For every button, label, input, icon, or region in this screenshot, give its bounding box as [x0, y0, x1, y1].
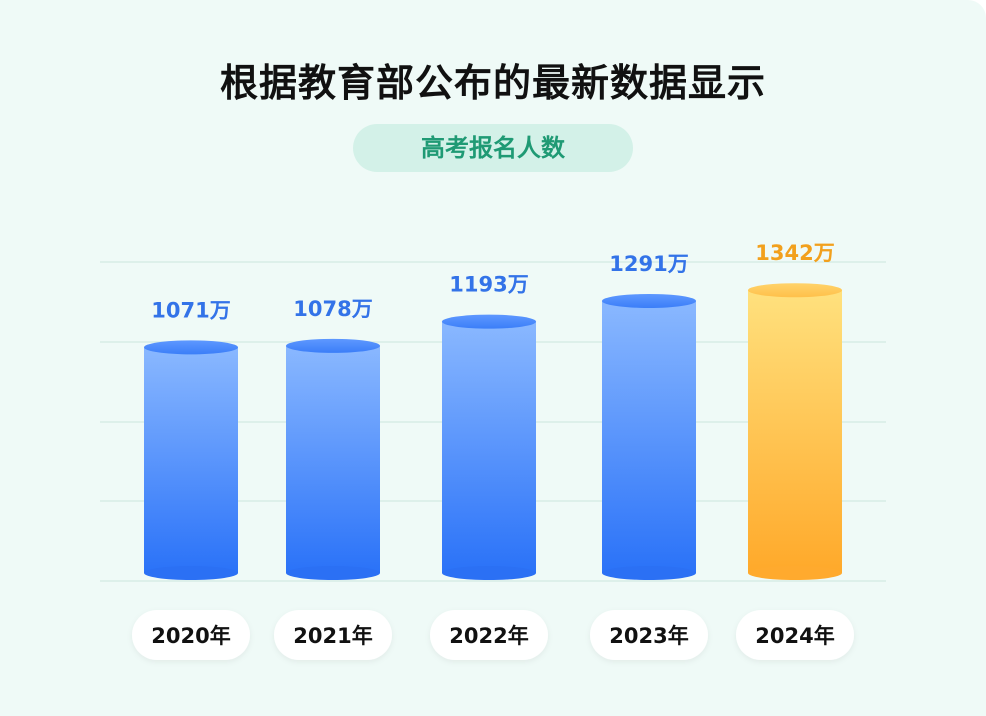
category-pill — [590, 610, 708, 660]
bar-base — [602, 566, 696, 580]
bar-2022年 — [442, 321, 536, 573]
bar-base — [144, 566, 238, 580]
category-label: 2022年 — [449, 624, 528, 648]
category-label: 2021年 — [293, 624, 372, 648]
bar-base — [442, 566, 536, 580]
bar-cap — [286, 338, 380, 353]
category-pill — [274, 610, 392, 660]
value-label: 1071万 — [151, 298, 230, 322]
chart-title: 根据教育部公布的最新数据显示 — [219, 61, 766, 105]
bar-cap — [442, 314, 536, 329]
value-label: 1291万 — [609, 252, 688, 276]
category-label: 2023年 — [609, 624, 688, 648]
value-label: 1078万 — [293, 297, 372, 321]
bar-cap — [602, 293, 696, 308]
value-label: 1342万 — [755, 241, 834, 265]
category-pill — [430, 610, 548, 660]
bar-cap — [144, 340, 238, 355]
subtitle-badge: 高考报名人数 — [353, 124, 633, 172]
category-label: 2024年 — [755, 624, 834, 648]
value-label: 1193万 — [449, 273, 528, 297]
bar-base — [286, 566, 380, 580]
bar-base — [748, 566, 842, 580]
bar-cap — [748, 283, 842, 298]
bar-2024年 — [748, 290, 842, 573]
bar-2023年 — [602, 300, 696, 573]
category-pill — [736, 610, 854, 660]
bar-2021年 — [286, 345, 380, 573]
bar-2020年 — [144, 347, 238, 573]
category-label: 2020年 — [151, 624, 230, 648]
category-pill — [132, 610, 250, 660]
